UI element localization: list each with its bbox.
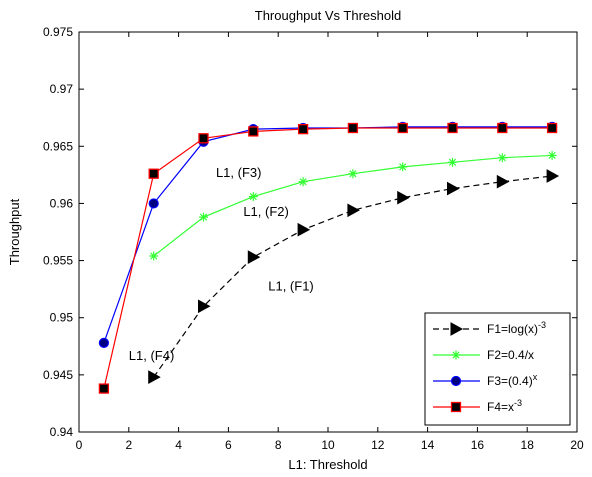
legend-entry-label: F2=0.4/x [487,348,534,362]
legend: F1=log(x)-3 F2=0.4/x F3=(0.4)x F4=x-3 [424,312,571,426]
series-2 [149,150,557,261]
asterisk-stroke [448,158,457,166]
asterisk-stroke [452,351,460,359]
series-2-point [547,150,557,160]
series-2-point [348,169,358,179]
annotation-label: L1, (F2) [243,204,289,219]
legend-entry-label: F1=log(x)-3 [487,320,546,336]
series-4-point [347,122,359,134]
series-4-line [103,127,553,389]
series-1-point [447,181,460,196]
asterisk-stroke [150,252,158,260]
x-tick-label: 18 [521,438,535,452]
legend-entry-label: F4=x-3 [487,398,522,414]
x-tick-label: 2 [125,438,132,452]
y-tick-label: 0.955 [43,254,73,268]
series-4 [98,122,558,394]
annotation-label: L1, (F3) [216,165,262,180]
series-4-point [397,122,408,134]
x-tick-label: 12 [371,438,385,452]
y-tick-label: 0.95 [50,311,74,325]
chart-title: Throughput Vs Threshold [255,8,401,23]
asterisk-stroke [349,170,357,178]
series-4-point [98,383,110,394]
series-2-point [398,162,408,172]
x-tick-label: 20 [570,438,584,452]
series-1 [148,169,560,384]
annotation-group: L1, (F3) L1, (F2) L1, (F1) L1, (F4) [129,165,314,363]
legend-marker [450,375,462,387]
series-1-point [546,169,560,183]
series-1-point [397,190,410,205]
series-4-point [447,122,458,134]
x-tick-label: 10 [321,438,335,452]
annotation-label: L1, (F1) [268,278,314,293]
x-tick-label: 14 [421,438,435,452]
series-2-point [448,157,457,167]
series-2-point [248,192,258,202]
asterisk-stroke [299,178,307,186]
y-tick-label: 0.96 [50,196,74,210]
y-axis-label: Throughput [7,198,22,265]
series-4-point [248,126,259,137]
series-1-point [247,250,261,264]
legend-marker [450,322,464,336]
series-4-point [148,168,159,179]
series-group [98,121,560,394]
y-tick-label: 0.965 [43,139,73,153]
series-1-point [496,174,510,189]
series-4-point [497,122,508,134]
series-2-point [149,251,159,261]
y-tick-label: 0.945 [43,368,73,382]
series-1-point [198,299,211,314]
series-4-point [546,122,558,134]
y-tick-label: 0.94 [50,425,74,439]
series-4-point [198,133,209,144]
series-3-point [148,198,159,209]
asterisk-stroke [199,213,208,221]
x-tick-label: 4 [175,438,182,452]
series-2-point [298,177,308,187]
x-axis-label: L1: Threshold [288,457,367,472]
annotation-label: L1, (F4) [129,348,175,363]
asterisk-stroke [498,154,506,162]
legend-marker [450,401,462,413]
series-1-point [297,222,311,237]
series-1-point [148,370,161,384]
series-4-point [297,123,309,135]
axis-ticks: 0 2 4 6 8 10 12 14 16 18 20 0.94 0.945 0.95 0.955 0.96 0… [43,25,584,452]
x-tick-label: 16 [471,438,485,452]
legend-entry-label: F3=(0.4)x [487,372,538,388]
asterisk-stroke [399,163,407,171]
series-2-point [199,212,208,222]
asterisk-stroke [548,151,556,160]
asterisk-stroke [249,192,257,201]
y-tick-label: 0.97 [50,82,74,96]
x-tick-label: 0 [76,438,83,452]
series-2-point [497,153,507,163]
legend-marker [451,350,461,360]
x-tick-label: 6 [225,438,232,452]
series-1-point [347,203,360,218]
y-tick-label: 0.975 [43,25,73,39]
series-3-point [98,337,110,348]
legend-box [424,312,571,426]
x-tick-label: 8 [275,438,282,452]
series-1-line [153,175,553,378]
